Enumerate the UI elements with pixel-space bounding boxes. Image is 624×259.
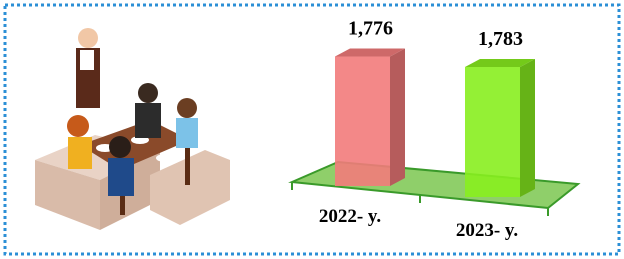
- page: 1,776 2022- y. 1,783 2023- y.: [0, 0, 624, 259]
- value-label: 1,776: [348, 18, 393, 40]
- chart: 1,776 2022- y. 1,783 2023- y.: [0, 0, 624, 259]
- category-label: 2022- y.: [319, 206, 381, 227]
- bar: [335, 57, 390, 186]
- category-label: 2023- y.: [456, 220, 518, 241]
- bar: [465, 67, 520, 197]
- value-label: 1,783: [478, 28, 523, 50]
- bar-side: [520, 59, 535, 197]
- illustration: [35, 28, 230, 230]
- bar-side: [390, 49, 405, 186]
